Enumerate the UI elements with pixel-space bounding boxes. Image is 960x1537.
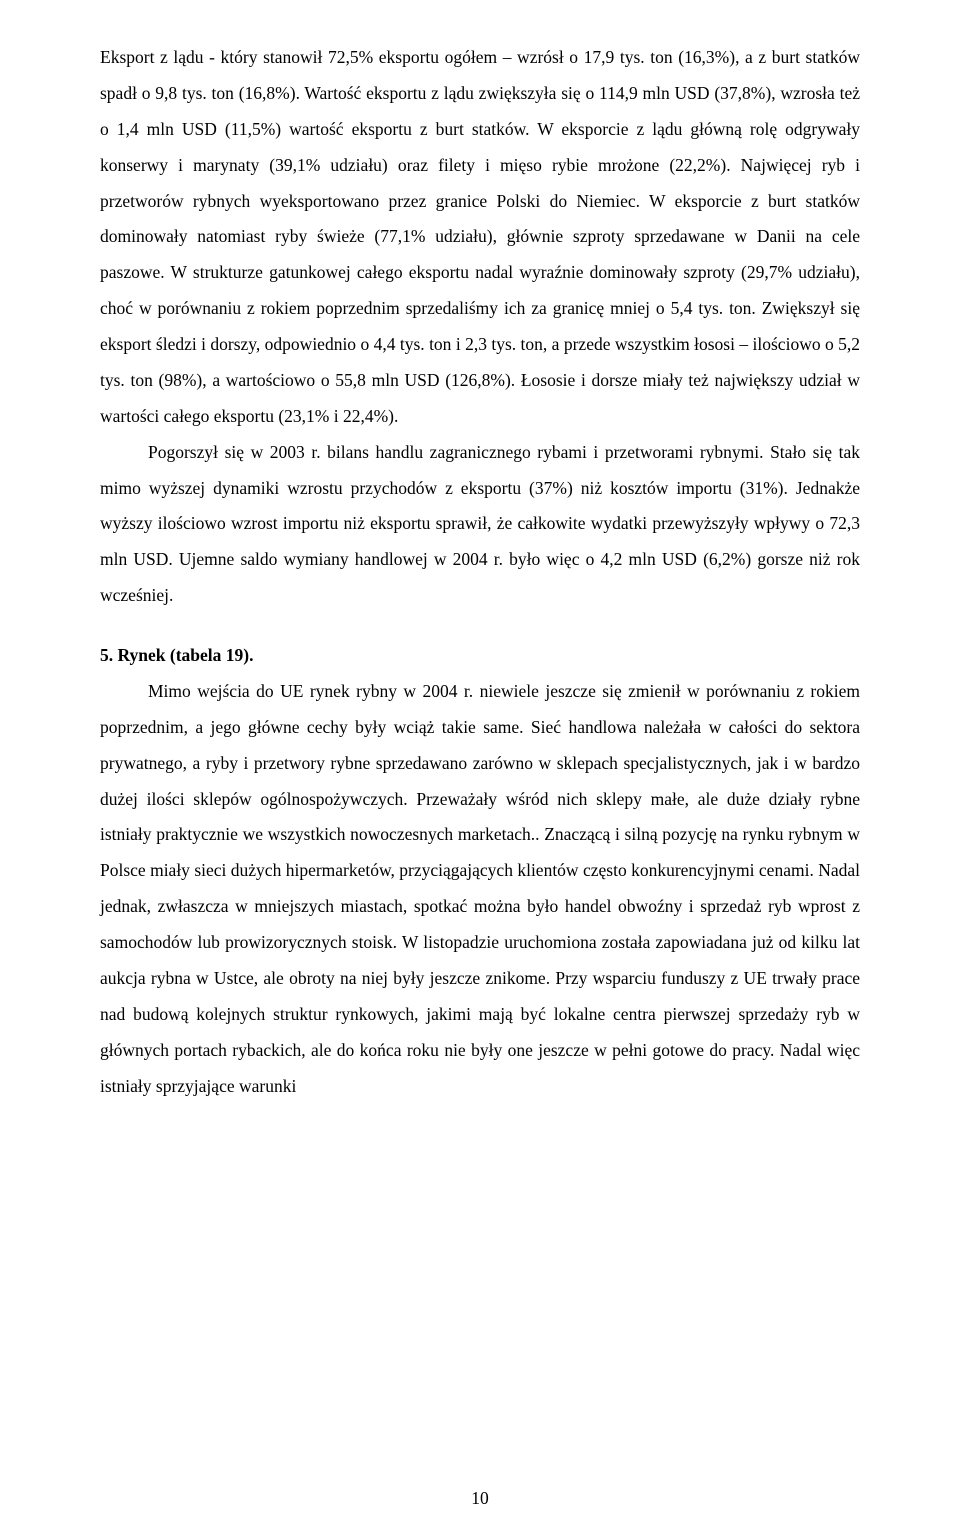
page-number: 10 — [0, 1488, 960, 1509]
paragraph-2: Pogorszył się w 2003 r. bilans handlu za… — [100, 435, 860, 614]
document-page: Eksport z lądu - który stanowił 72,5% ek… — [0, 0, 960, 1537]
paragraph-1: Eksport z lądu - który stanowił 72,5% ek… — [100, 40, 860, 435]
paragraph-3: Mimo wejścia do UE rynek rybny w 2004 r.… — [100, 674, 860, 1105]
section-heading: 5. Rynek (tabela 19). — [100, 638, 860, 674]
